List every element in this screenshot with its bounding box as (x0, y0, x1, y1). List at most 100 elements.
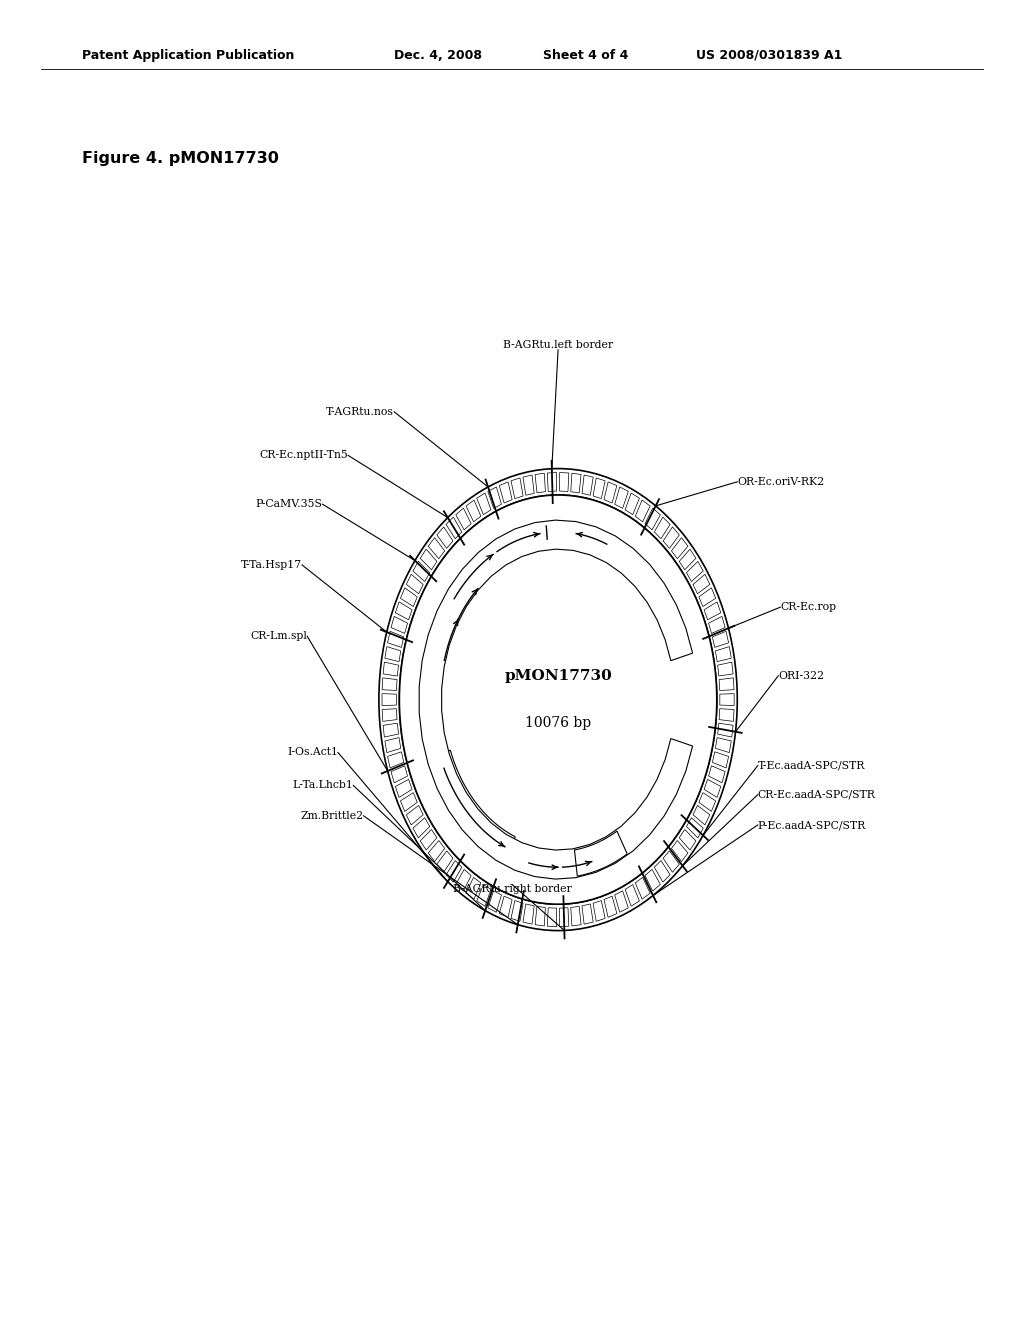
Polygon shape (720, 693, 734, 706)
Text: pMON17730: pMON17730 (504, 669, 612, 682)
Text: B-AGRtu.right border: B-AGRtu.right border (453, 884, 571, 895)
Circle shape (399, 495, 717, 904)
Polygon shape (395, 779, 412, 797)
Polygon shape (574, 832, 627, 876)
Text: OR-Ec.oriV-RK2: OR-Ec.oriV-RK2 (737, 477, 824, 487)
Polygon shape (570, 474, 581, 492)
Polygon shape (672, 537, 688, 558)
Polygon shape (693, 805, 710, 825)
Polygon shape (523, 904, 535, 924)
Polygon shape (500, 896, 512, 917)
Polygon shape (383, 663, 398, 676)
Polygon shape (395, 602, 412, 620)
Text: Dec. 4, 2008: Dec. 4, 2008 (394, 49, 482, 62)
Polygon shape (719, 709, 734, 721)
Polygon shape (536, 474, 546, 492)
Polygon shape (387, 752, 403, 768)
Polygon shape (713, 631, 729, 647)
Polygon shape (383, 723, 398, 737)
Polygon shape (582, 904, 593, 924)
Polygon shape (559, 908, 569, 927)
Polygon shape (477, 492, 490, 515)
Polygon shape (635, 500, 650, 521)
Polygon shape (437, 851, 453, 873)
Text: L-Ta.Lhcb1: L-Ta.Lhcb1 (293, 780, 353, 791)
Polygon shape (645, 870, 660, 891)
Polygon shape (559, 473, 569, 491)
Polygon shape (407, 574, 423, 594)
Text: Sheet 4 of 4: Sheet 4 of 4 (543, 49, 628, 62)
Polygon shape (686, 561, 703, 582)
Polygon shape (487, 891, 502, 912)
Polygon shape (511, 900, 523, 921)
Polygon shape (654, 517, 670, 539)
Polygon shape (456, 508, 471, 529)
Polygon shape (487, 487, 502, 508)
Polygon shape (391, 616, 408, 634)
Text: P-Ec.aadA-SPC/STR: P-Ec.aadA-SPC/STR (758, 820, 866, 830)
Polygon shape (437, 527, 453, 548)
Polygon shape (570, 907, 581, 925)
Polygon shape (385, 738, 400, 752)
Text: B-AGRtu.left border: B-AGRtu.left border (503, 339, 613, 350)
Polygon shape (713, 752, 729, 768)
Text: Zm.Brittle2: Zm.Brittle2 (300, 810, 364, 821)
Polygon shape (679, 829, 696, 850)
Polygon shape (718, 663, 733, 676)
Circle shape (399, 495, 717, 904)
Polygon shape (428, 841, 444, 862)
Polygon shape (699, 792, 716, 812)
Text: CR-Ec.aadA-SPC/STR: CR-Ec.aadA-SPC/STR (758, 789, 876, 800)
Polygon shape (456, 870, 471, 891)
Polygon shape (523, 475, 535, 495)
Polygon shape (699, 587, 716, 607)
Polygon shape (604, 482, 616, 503)
Text: CR-Lm.spl: CR-Lm.spl (250, 631, 307, 642)
Polygon shape (382, 678, 397, 690)
Polygon shape (500, 482, 512, 503)
Polygon shape (420, 829, 437, 850)
Polygon shape (635, 878, 650, 899)
Polygon shape (407, 805, 423, 825)
Polygon shape (593, 900, 605, 921)
Polygon shape (672, 841, 688, 862)
Polygon shape (446, 861, 462, 882)
Text: I-Os.Act1: I-Os.Act1 (287, 747, 338, 758)
Polygon shape (428, 537, 444, 558)
Polygon shape (604, 896, 616, 917)
Polygon shape (547, 473, 557, 491)
Polygon shape (614, 891, 629, 912)
Polygon shape (382, 709, 397, 721)
Polygon shape (582, 475, 593, 495)
Text: 10076 bp: 10076 bp (525, 717, 591, 730)
Polygon shape (626, 884, 639, 907)
Text: ORI-322: ORI-322 (778, 671, 824, 681)
Text: CR-Ec.nptII-Tn5: CR-Ec.nptII-Tn5 (259, 450, 348, 461)
Polygon shape (716, 647, 731, 661)
Polygon shape (719, 678, 734, 690)
Polygon shape (446, 517, 462, 539)
Polygon shape (477, 884, 490, 907)
Polygon shape (614, 487, 629, 508)
Polygon shape (654, 861, 670, 882)
Polygon shape (718, 723, 733, 737)
Polygon shape (664, 527, 679, 548)
Text: Patent Application Publication: Patent Application Publication (82, 49, 294, 62)
Text: T-Ta.Hsp17: T-Ta.Hsp17 (241, 560, 302, 570)
Polygon shape (466, 878, 481, 899)
Text: T-Ec.aadA-SPC/STR: T-Ec.aadA-SPC/STR (758, 760, 865, 771)
Polygon shape (716, 738, 731, 752)
Polygon shape (466, 500, 481, 521)
Polygon shape (693, 574, 710, 594)
Polygon shape (705, 602, 721, 620)
Polygon shape (686, 817, 703, 838)
Polygon shape (626, 492, 639, 515)
Polygon shape (413, 817, 430, 838)
Polygon shape (391, 766, 408, 783)
Text: CR-Ec.rop: CR-Ec.rop (780, 602, 837, 612)
Polygon shape (664, 851, 679, 873)
Polygon shape (429, 750, 515, 863)
Polygon shape (593, 478, 605, 499)
Text: T-AGRtu.nos: T-AGRtu.nos (327, 407, 394, 417)
Text: Figure 4. pMON17730: Figure 4. pMON17730 (82, 150, 279, 166)
